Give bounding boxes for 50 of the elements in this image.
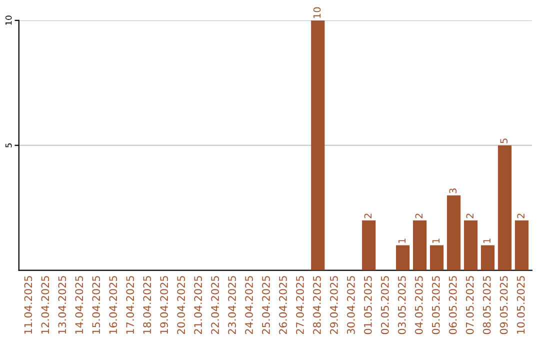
x-tick-label: 20.04.2025 [177, 276, 185, 334]
data-label: 10 [313, 7, 321, 18]
x-tick-label: 15.04.2025 [92, 276, 100, 334]
x-tick-label: 07.05.2025 [466, 276, 474, 334]
bar [396, 245, 410, 270]
x-tick-label: 18.04.2025 [143, 276, 152, 334]
x-tick-label: 11.04.2025 [24, 276, 32, 334]
data-label: 1 [432, 238, 440, 243]
data-label: 1 [483, 238, 490, 243]
x-tick-label: 09.05.2025 [500, 276, 508, 334]
x-tick-label: 16.04.2025 [109, 276, 118, 334]
x-tick-label: 21.04.2025 [194, 276, 202, 334]
x-tick-label: 12.04.2025 [41, 276, 50, 334]
bar [362, 220, 376, 270]
bar [430, 245, 444, 270]
bar [514, 220, 529, 270]
x-tick-label: 22.04.2025 [211, 276, 219, 334]
x-tick-label: 24.04.2025 [245, 276, 253, 334]
x-tick-label: 05.05.2025 [432, 276, 440, 334]
x-tick-label: 30.04.2025 [346, 276, 355, 334]
x-tick-label: 04.05.2025 [414, 276, 423, 334]
data-label: 2 [364, 214, 372, 218]
x-tick-label: 03.05.2025 [398, 276, 406, 334]
x-tick-label: 17.04.2025 [126, 276, 134, 334]
x-tick-label: 01.05.2025 [364, 276, 372, 334]
x-tick-label: 08.05.2025 [482, 276, 491, 334]
data-label: 2 [415, 214, 422, 218]
x-tick-label: 06.05.2025 [448, 276, 457, 334]
x-tick-label: 10.05.2025 [516, 276, 525, 334]
x-tick-label: 28.04.2025 [313, 276, 321, 334]
data-label: 3 [449, 188, 457, 194]
bar [412, 220, 427, 270]
data-label: 2 [517, 214, 524, 218]
x-tick-label: 23.04.2025 [228, 276, 236, 334]
x-tick-label: 25.04.2025 [262, 276, 270, 334]
x-tick-label: 14.04.2025 [75, 276, 84, 334]
data-label: 1 [398, 238, 406, 243]
x-tick-label: 02.05.2025 [380, 276, 389, 334]
x-tick-label: 29.04.2025 [330, 276, 338, 334]
x-tick-label: 19.04.2025 [160, 276, 168, 334]
bar [480, 245, 495, 270]
bar [446, 195, 461, 270]
x-tick-label: 27.04.2025 [296, 276, 304, 334]
data-label: 2 [466, 214, 474, 218]
bar [498, 145, 512, 270]
x-tick-label: 26.04.2025 [279, 276, 287, 334]
bar [464, 220, 478, 270]
bar [311, 20, 325, 270]
x-tick-label: 13.04.2025 [58, 276, 66, 334]
data-label: 5 [500, 138, 508, 144]
